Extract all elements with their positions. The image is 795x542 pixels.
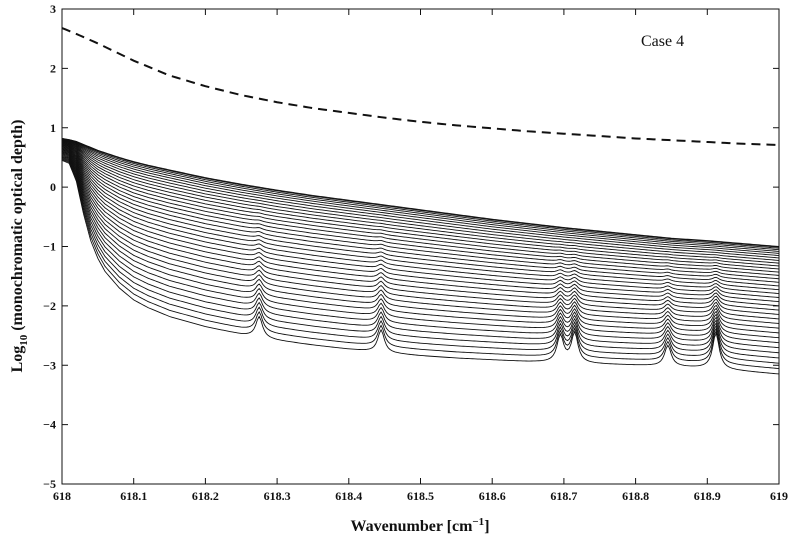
- y-tick-label: 2: [50, 61, 56, 75]
- x-tick-label: 618.1: [120, 489, 147, 503]
- layer-curve: [62, 145, 779, 291]
- case-annotation: Case 4: [641, 33, 684, 50]
- y-tick-label: −2: [43, 299, 56, 313]
- layer-curve: [62, 152, 779, 334]
- x-tick-label: 618.9: [694, 489, 721, 503]
- layer-curve: [62, 139, 779, 257]
- x-axis: 618 618.1 618.2 618.3 618.4 618.5 618.6 618.7 61…: [53, 9, 788, 503]
- x-tick-label: 619: [770, 489, 788, 503]
- layer-curve: [62, 151, 779, 324]
- layer-curve: [62, 140, 779, 261]
- x-tick-label: 618.4: [335, 489, 362, 503]
- layer-curve: [62, 148, 779, 307]
- layer-curve: [62, 148, 779, 311]
- layer-curve: [62, 142, 779, 273]
- y-tick-label: −3: [43, 358, 56, 372]
- y-tick-label: 3: [50, 2, 56, 16]
- layer-curve: [62, 138, 779, 248]
- x-tick-label: 618.8: [622, 489, 649, 503]
- x-tick-label: 618.2: [192, 489, 219, 503]
- layer-curve: [62, 155, 779, 349]
- layer-curve: [62, 141, 779, 267]
- layer-curve: [62, 143, 779, 280]
- layer-curve: [62, 150, 779, 320]
- layer-curve: [62, 140, 779, 264]
- layer-curve: [62, 144, 779, 287]
- layer-curve: [62, 139, 779, 259]
- layer-curve: [62, 146, 779, 298]
- layer-curve: [62, 147, 779, 303]
- layer-curve: [62, 157, 779, 359]
- layer-curve: [62, 156, 779, 354]
- x-tick-label: 618.3: [264, 489, 291, 503]
- y-tick-label: −1: [43, 240, 56, 254]
- y-tick-label: −4: [43, 418, 56, 432]
- y-tick-label: 0: [50, 180, 56, 194]
- x-tick-label: 618.6: [479, 489, 506, 503]
- x-axis-title: Wavenumber [cm−1]: [350, 516, 489, 535]
- layer-curve: [62, 159, 779, 375]
- layer-curve: [62, 146, 779, 295]
- layer-curve: [62, 141, 779, 270]
- y-tick-label: −5: [43, 477, 56, 491]
- x-tick-label: 618: [53, 489, 71, 503]
- y-axis-title: Log10 (monochromatic optical depth): [9, 120, 30, 373]
- layer-curve: [62, 138, 779, 252]
- layer-curve: [62, 138, 779, 249]
- layer-curve: [62, 142, 779, 276]
- layer-curve: [62, 152, 779, 329]
- series-layer: [62, 27, 779, 375]
- y-tick-label: 1: [50, 121, 56, 135]
- layer-curve: [62, 154, 779, 344]
- layer-curve: [62, 139, 779, 254]
- y-axis: −5 −4 −3 −2 −1 0 1 2 3: [43, 2, 779, 491]
- x-tick-label: 618.7: [550, 489, 577, 503]
- layer-curve: [62, 144, 779, 283]
- layer-curve: [62, 158, 779, 364]
- layer-curve: [62, 153, 779, 339]
- layer-curve: [62, 137, 779, 247]
- x-tick-label: 618.5: [407, 489, 434, 503]
- layer-curve: [62, 138, 779, 251]
- layer-curve: [62, 149, 779, 315]
- layer-curve: [62, 159, 779, 369]
